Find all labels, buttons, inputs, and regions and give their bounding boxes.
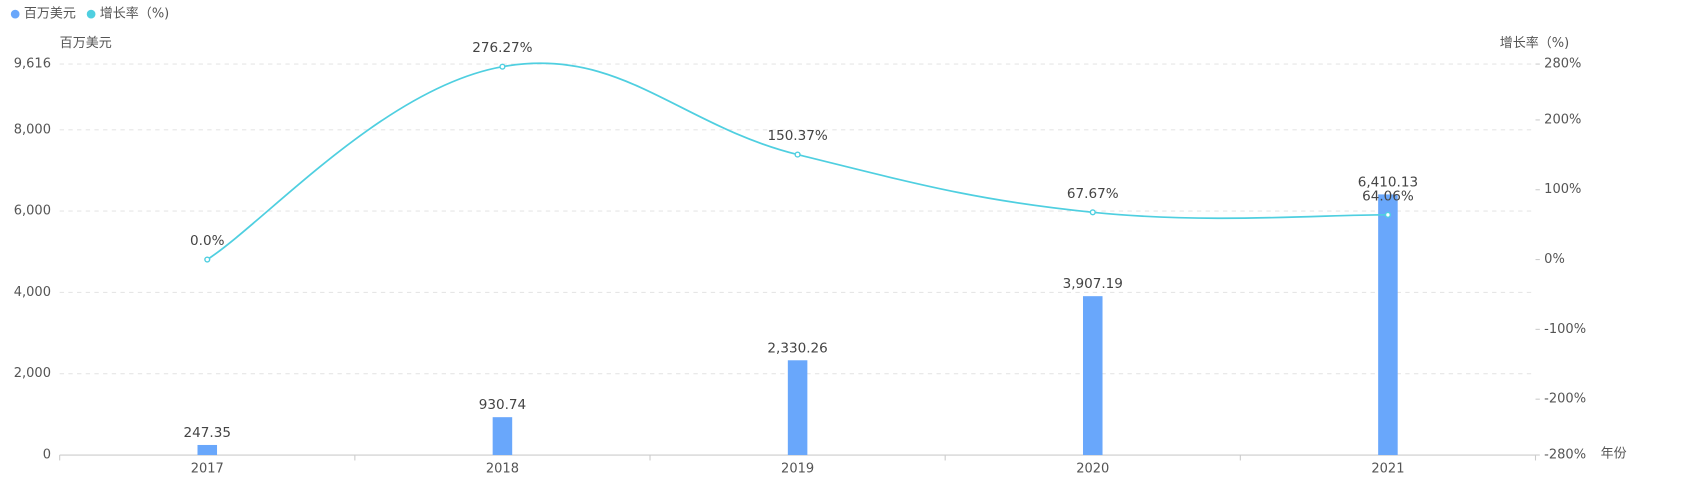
legend-marker (10, 9, 20, 19)
bar (197, 444, 218, 456)
bar-value-label: 3,907.19 (1063, 276, 1123, 292)
line-point (794, 151, 801, 158)
bar (1082, 296, 1103, 456)
line-value-label: 0.0% (190, 233, 225, 249)
y2-tick-label: 0% (1544, 252, 1565, 267)
bar-value-label: 930.74 (479, 397, 526, 413)
bar (1378, 194, 1398, 456)
y-tick-label: 6,000 (14, 204, 51, 219)
y2-tick-label: -200% (1544, 392, 1586, 407)
bar (787, 360, 808, 456)
y-tick-label: 8,000 (14, 122, 51, 137)
x-tick-label: 2018 (486, 462, 519, 477)
legend-label: 增长率（%) (100, 6, 169, 22)
y-tick-label: 2,000 (14, 366, 51, 381)
x-tick-label: 2021 (1371, 462, 1404, 477)
line-value-label: 67.67% (1067, 186, 1119, 202)
y2-axis-title: 增长率（%) (1500, 35, 1569, 51)
line-point (1384, 211, 1392, 218)
bar (492, 417, 513, 456)
x-tick-label: 2017 (191, 462, 224, 477)
line-point (499, 63, 506, 70)
line-point (1089, 209, 1096, 216)
legend-marker (86, 9, 96, 19)
bar-value-label: 2,330.26 (767, 340, 827, 356)
y2-tick-label: -280% (1544, 448, 1586, 463)
x-axis-title: 年份 (1601, 446, 1627, 461)
bar-value-label: 6,410.13 (1358, 174, 1418, 190)
y-axis-title: 百万美元 (60, 36, 112, 51)
x-tick-label: 2019 (781, 462, 814, 477)
line-value-label: 276.27% (472, 40, 532, 56)
bar-value-label: 247.35 (184, 425, 231, 441)
legend-label: 百万美元 (24, 7, 76, 22)
y2-tick-label: 200% (1544, 112, 1581, 127)
y2-tick-label: 100% (1544, 182, 1581, 197)
line (206, 62, 1388, 261)
line-value-label: 64.06% (1362, 188, 1414, 204)
line-value-label: 150.37% (767, 128, 827, 144)
y2-tick-label: -100% (1544, 322, 1586, 337)
y-tick-label: 4,000 (14, 285, 51, 300)
y-tick-label: 0 (43, 448, 51, 463)
y2-tick-label: 280% (1544, 57, 1581, 72)
y-tick-label: 9,616 (14, 57, 51, 72)
x-tick-label: 2020 (1076, 462, 1109, 477)
line-point (204, 256, 211, 263)
